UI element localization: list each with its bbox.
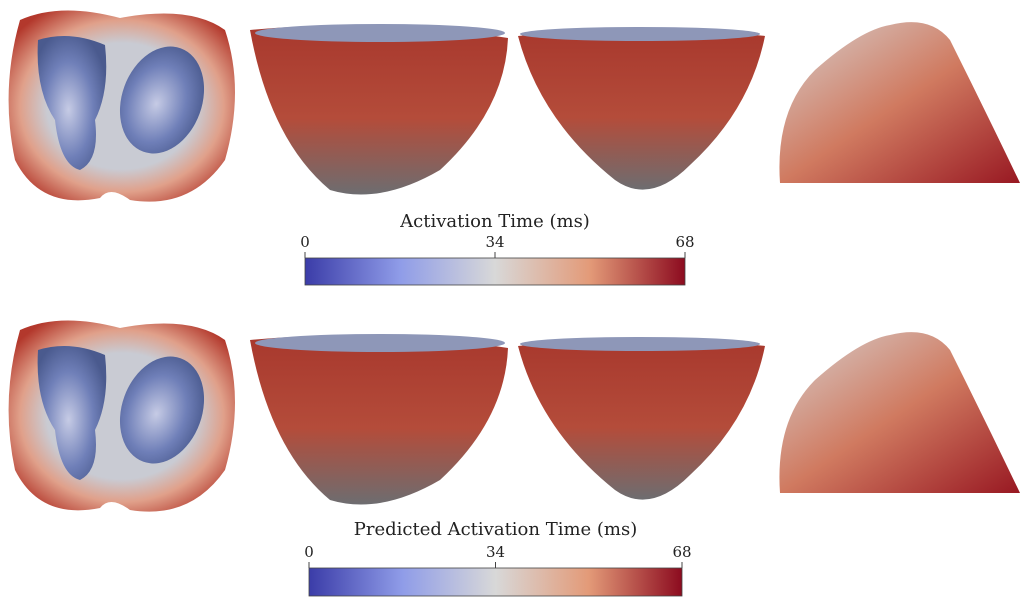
colorbar-tick-label: 0 [300, 233, 310, 251]
colorbar-tick-label: 68 [672, 543, 691, 561]
colorbar-title: Predicted Activation Time (ms) [354, 519, 638, 540]
colorbar-tick-label: 34 [485, 233, 504, 251]
colorbar-tick-label: 0 [304, 543, 314, 561]
colorbar-tick-label: 34 [486, 543, 505, 561]
colorbar [309, 568, 682, 596]
figure: Activation Time (ms) 0 34 68 Predicted Activ… [0, 0, 1023, 599]
heart-renders [9, 10, 1020, 201]
colorbar-title: Activation Time (ms) [399, 211, 590, 232]
colorbar-tick-label: 68 [675, 233, 694, 251]
colorbar [305, 258, 685, 285]
heart-renders [9, 320, 1020, 511]
